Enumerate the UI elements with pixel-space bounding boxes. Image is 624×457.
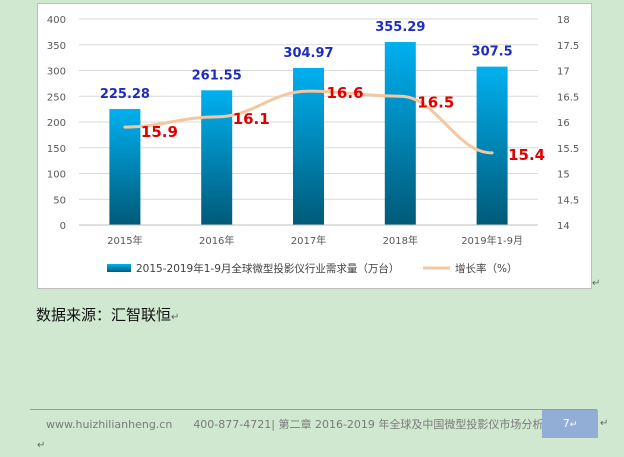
y-right-tick-label: 16.5 <box>557 92 579 103</box>
bar-data-label: 225.28 <box>100 87 150 102</box>
bar <box>201 90 233 225</box>
source-note: 数据来源：汇智联恒↵ <box>36 304 179 325</box>
y-left-tick-label: 200 <box>47 118 66 129</box>
source-text: 数据来源：汇智联恒 <box>36 306 172 324</box>
line-data-label: 15.4 <box>508 146 545 164</box>
line-data-label: 16.5 <box>417 93 454 111</box>
y-left-tick-label: 0 <box>60 221 66 232</box>
growth-rate-line <box>123 89 494 155</box>
chart-frame: 225.28 261.55 304.97 355.29 307.5 15.9 16.1 16.… <box>37 3 592 289</box>
footer-divider <box>30 409 597 410</box>
y-left-tick-label: 300 <box>47 67 66 78</box>
legend-bar-swatch <box>107 264 131 272</box>
y-left-tick-label: 100 <box>47 170 66 181</box>
page-number: 7 <box>562 417 570 430</box>
paragraph-mark: ↵ <box>171 312 180 323</box>
y-left-tick-label: 400 <box>47 15 66 26</box>
y-right-tick-label: 15 <box>557 170 570 181</box>
bar-data-label: 307.5 <box>472 45 513 60</box>
footer-website: www.huizhilianheng.cn <box>46 418 173 431</box>
footer: www.huizhilianheng.cn 400-877-4721| 第二章 … <box>46 416 543 432</box>
paragraph-mark: ↵ <box>592 278 601 289</box>
bar <box>476 66 508 225</box>
combo-chart: 225.28 261.55 304.97 355.29 307.5 15.9 16.1 16.… <box>47 15 579 275</box>
legend-bar-label: 2015-2019年1-9月全球微型投影仪行业需求量（万台） <box>136 262 399 275</box>
x-tick-label: 2016年 <box>199 234 234 247</box>
line-data-label: 16.1 <box>233 110 270 128</box>
x-tick-label: 2018年 <box>383 234 418 247</box>
x-tick-label: 2019年1-9月 <box>461 234 523 247</box>
x-tick-label: 2017年 <box>291 234 326 247</box>
y-right-tick-label: 18 <box>557 15 570 26</box>
y-right-tick-label: 17 <box>557 67 570 78</box>
y-left-tick-label: 150 <box>47 144 66 155</box>
footer-phone: 400-877-4721 <box>193 418 272 431</box>
y-right-tick-label: 15.5 <box>557 144 579 155</box>
paragraph-mark: ↵ <box>600 418 609 429</box>
legend-line-label: 增长率（%） <box>455 262 517 275</box>
page-number-box: 7↵ <box>542 410 598 438</box>
paragraph-mark: ↵ <box>37 440 46 451</box>
y-left-tick-label: 350 <box>47 41 66 52</box>
y-left-tick-label: 50 <box>53 195 66 206</box>
footer-chapter: 第二章 2016-2019 年全球及中国微型投影仪市场分析 <box>278 418 544 431</box>
y-left-tick-label: 250 <box>47 92 66 103</box>
bar-data-label: 261.55 <box>192 68 242 83</box>
y-right-tick-label: 17.5 <box>557 41 579 52</box>
bar-data-label: 304.97 <box>283 46 333 61</box>
bar <box>384 42 416 225</box>
line-data-label: 15.9 <box>141 123 178 141</box>
y-right-tick-label: 16 <box>557 118 570 129</box>
bar-data-label: 355.29 <box>375 20 425 35</box>
y-right-tick-label: 14.5 <box>557 195 579 206</box>
x-tick-label: 2015年 <box>107 234 142 247</box>
footer-separator: | <box>271 418 275 431</box>
bar <box>293 67 324 225</box>
y-right-tick-label: 14 <box>557 221 570 232</box>
line-data-label: 16.6 <box>327 84 364 102</box>
